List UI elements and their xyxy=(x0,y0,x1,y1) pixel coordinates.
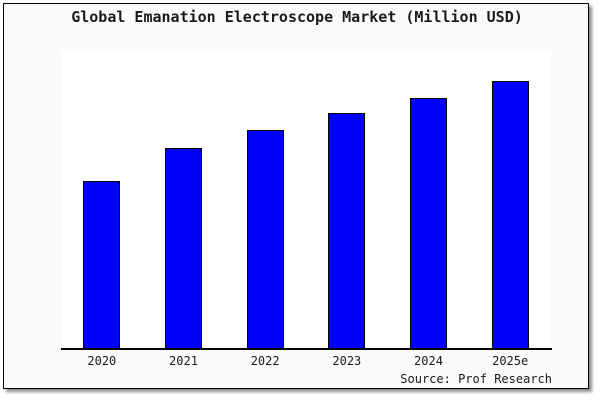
x-tick-label-2025e: 2025e xyxy=(492,354,529,368)
x-tick-label-2021: 2021 xyxy=(169,354,198,368)
bar-2021 xyxy=(165,147,202,349)
source-note: Source: Prof Research xyxy=(400,372,552,386)
chart-title: Global Emanation Electroscope Market (Mi… xyxy=(71,8,523,26)
bar-2022 xyxy=(246,130,284,349)
chart-frame: Global Emanation Electroscope Market (Mi… xyxy=(3,3,589,389)
bar-series xyxy=(61,51,551,349)
bar-2020 xyxy=(83,181,121,349)
x-tick-label-2024: 2024 xyxy=(414,354,443,368)
plot-area xyxy=(61,51,551,349)
bar-2023 xyxy=(328,113,366,349)
bar-2024 xyxy=(410,97,447,349)
x-axis-line xyxy=(61,348,552,350)
x-axis-tick-labels: 2020 2021 2022 2023 2024 2025e xyxy=(61,354,551,374)
x-tick-label-2023: 2023 xyxy=(332,354,362,368)
x-tick-label-2022: 2022 xyxy=(250,354,280,368)
x-tick-label-2020: 2020 xyxy=(87,354,117,368)
bar-2025e xyxy=(491,80,529,349)
